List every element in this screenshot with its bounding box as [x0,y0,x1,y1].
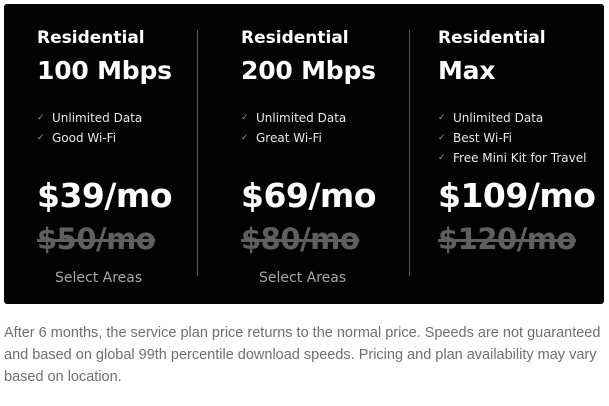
feature-item: ✓ Great Wi-Fi [241,128,346,148]
plan-old-price: $80/mo [241,222,360,256]
check-icon: ✓ [241,133,249,143]
check-icon: ✓ [37,133,45,143]
plan-price: $39/mo [37,176,173,215]
plan-speed: 200 Mbps [241,56,376,85]
feature-label: Great Wi-Fi [256,131,322,145]
plan-features: ✓ Unlimited Data ✓ Good Wi-Fi [37,108,142,148]
plan-speed: 100 Mbps [37,56,172,85]
feature-item: ✓ Unlimited Data [241,108,346,128]
plan-speed: Max [438,56,496,85]
feature-label: Unlimited Data [256,111,347,125]
feature-label: Free Mini Kit for Travel [453,151,587,165]
select-areas-note: Select Areas [259,270,347,286]
plan-old-price: $120/mo [438,222,576,256]
check-icon: ✓ [241,113,249,123]
check-icon: ✓ [438,153,446,163]
column-divider [409,30,410,276]
feature-item: ✓ Unlimited Data [438,108,586,128]
check-icon: ✓ [438,113,446,123]
plan-price: $109/mo [438,176,596,215]
plan-old-price: $50/mo [37,222,156,256]
check-icon: ✓ [438,133,446,143]
plan-tier: Residential [241,28,349,48]
plan-tier: Residential [438,28,546,48]
column-divider [197,30,198,276]
pricing-panel: Residential 100 Mbps ✓ Unlimited Data ✓ Go… [4,4,604,304]
feature-label: Unlimited Data [453,111,544,125]
feature-item: ✓ Best Wi-Fi [438,128,586,148]
feature-item: ✓ Free Mini Kit for Travel [438,148,586,168]
plan-features: ✓ Unlimited Data ✓ Great Wi-Fi [241,108,346,148]
plan-features: ✓ Unlimited Data ✓ Best Wi-Fi ✓ Free Mini K… [438,108,586,168]
plan-card-max: Residential Max ✓ Unlimited Data ✓ Best Wi… [438,4,604,304]
plan-card-100mbps: Residential 100 Mbps ✓ Unlimited Data ✓ Go… [37,4,197,304]
check-icon: ✓ [37,113,45,123]
plan-card-200mbps: Residential 200 Mbps ✓ Unlimited Data ✓ Gr… [241,4,406,304]
plan-price: $69/mo [241,176,377,215]
feature-label: Good Wi-Fi [52,131,117,145]
feature-item: ✓ Unlimited Data [37,108,142,128]
feature-label: Unlimited Data [52,111,143,125]
select-areas-note: Select Areas [55,270,143,286]
feature-label: Best Wi-Fi [453,131,513,145]
feature-item: ✓ Good Wi-Fi [37,128,142,148]
plan-tier: Residential [37,28,145,48]
pricing-disclaimer: After 6 months, the service plan price r… [4,325,601,385]
